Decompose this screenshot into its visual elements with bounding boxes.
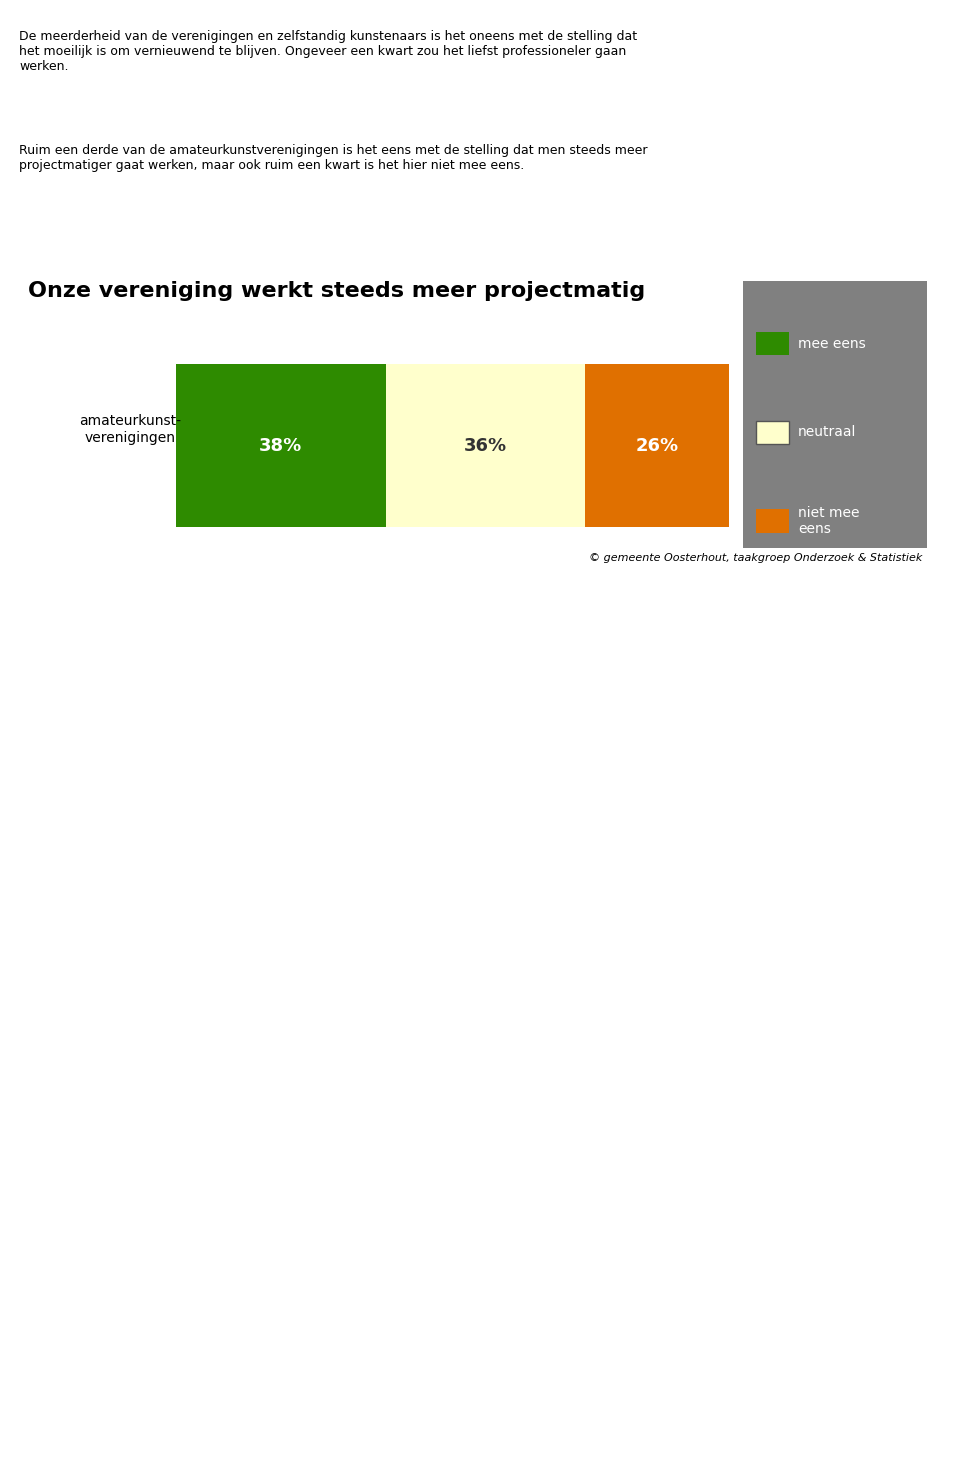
Text: Ruim een derde van de amateurkunstverenigingen is het eens met de stelling dat m: Ruim een derde van de amateurkunstvereni… <box>19 144 648 172</box>
Text: neutraal: neutraal <box>798 425 856 440</box>
Text: Onze vereniging werkt steeds meer projectmatig: Onze vereniging werkt steeds meer projec… <box>29 281 646 302</box>
Text: niet mee
eens: niet mee eens <box>798 507 859 536</box>
Text: 26%: 26% <box>636 437 679 455</box>
Text: amateurkunst-
verenigingen: amateurkunst- verenigingen <box>79 415 180 444</box>
Text: © gemeente Oosterhout, taakgroep Onderzoek & Statistiek: © gemeente Oosterhout, taakgroep Onderzo… <box>589 552 923 563</box>
Text: mee eens: mee eens <box>798 336 866 351</box>
FancyBboxPatch shape <box>756 332 789 355</box>
FancyBboxPatch shape <box>756 509 789 533</box>
Text: De meerderheid van de verenigingen en zelfstandig kunstenaars is het oneens met : De meerderheid van de verenigingen en ze… <box>19 30 637 73</box>
FancyBboxPatch shape <box>585 364 729 527</box>
FancyBboxPatch shape <box>386 364 585 527</box>
Text: 38%: 38% <box>259 437 302 455</box>
FancyBboxPatch shape <box>176 364 386 527</box>
FancyBboxPatch shape <box>743 281 927 548</box>
Text: 36%: 36% <box>464 437 507 455</box>
FancyBboxPatch shape <box>756 421 789 444</box>
